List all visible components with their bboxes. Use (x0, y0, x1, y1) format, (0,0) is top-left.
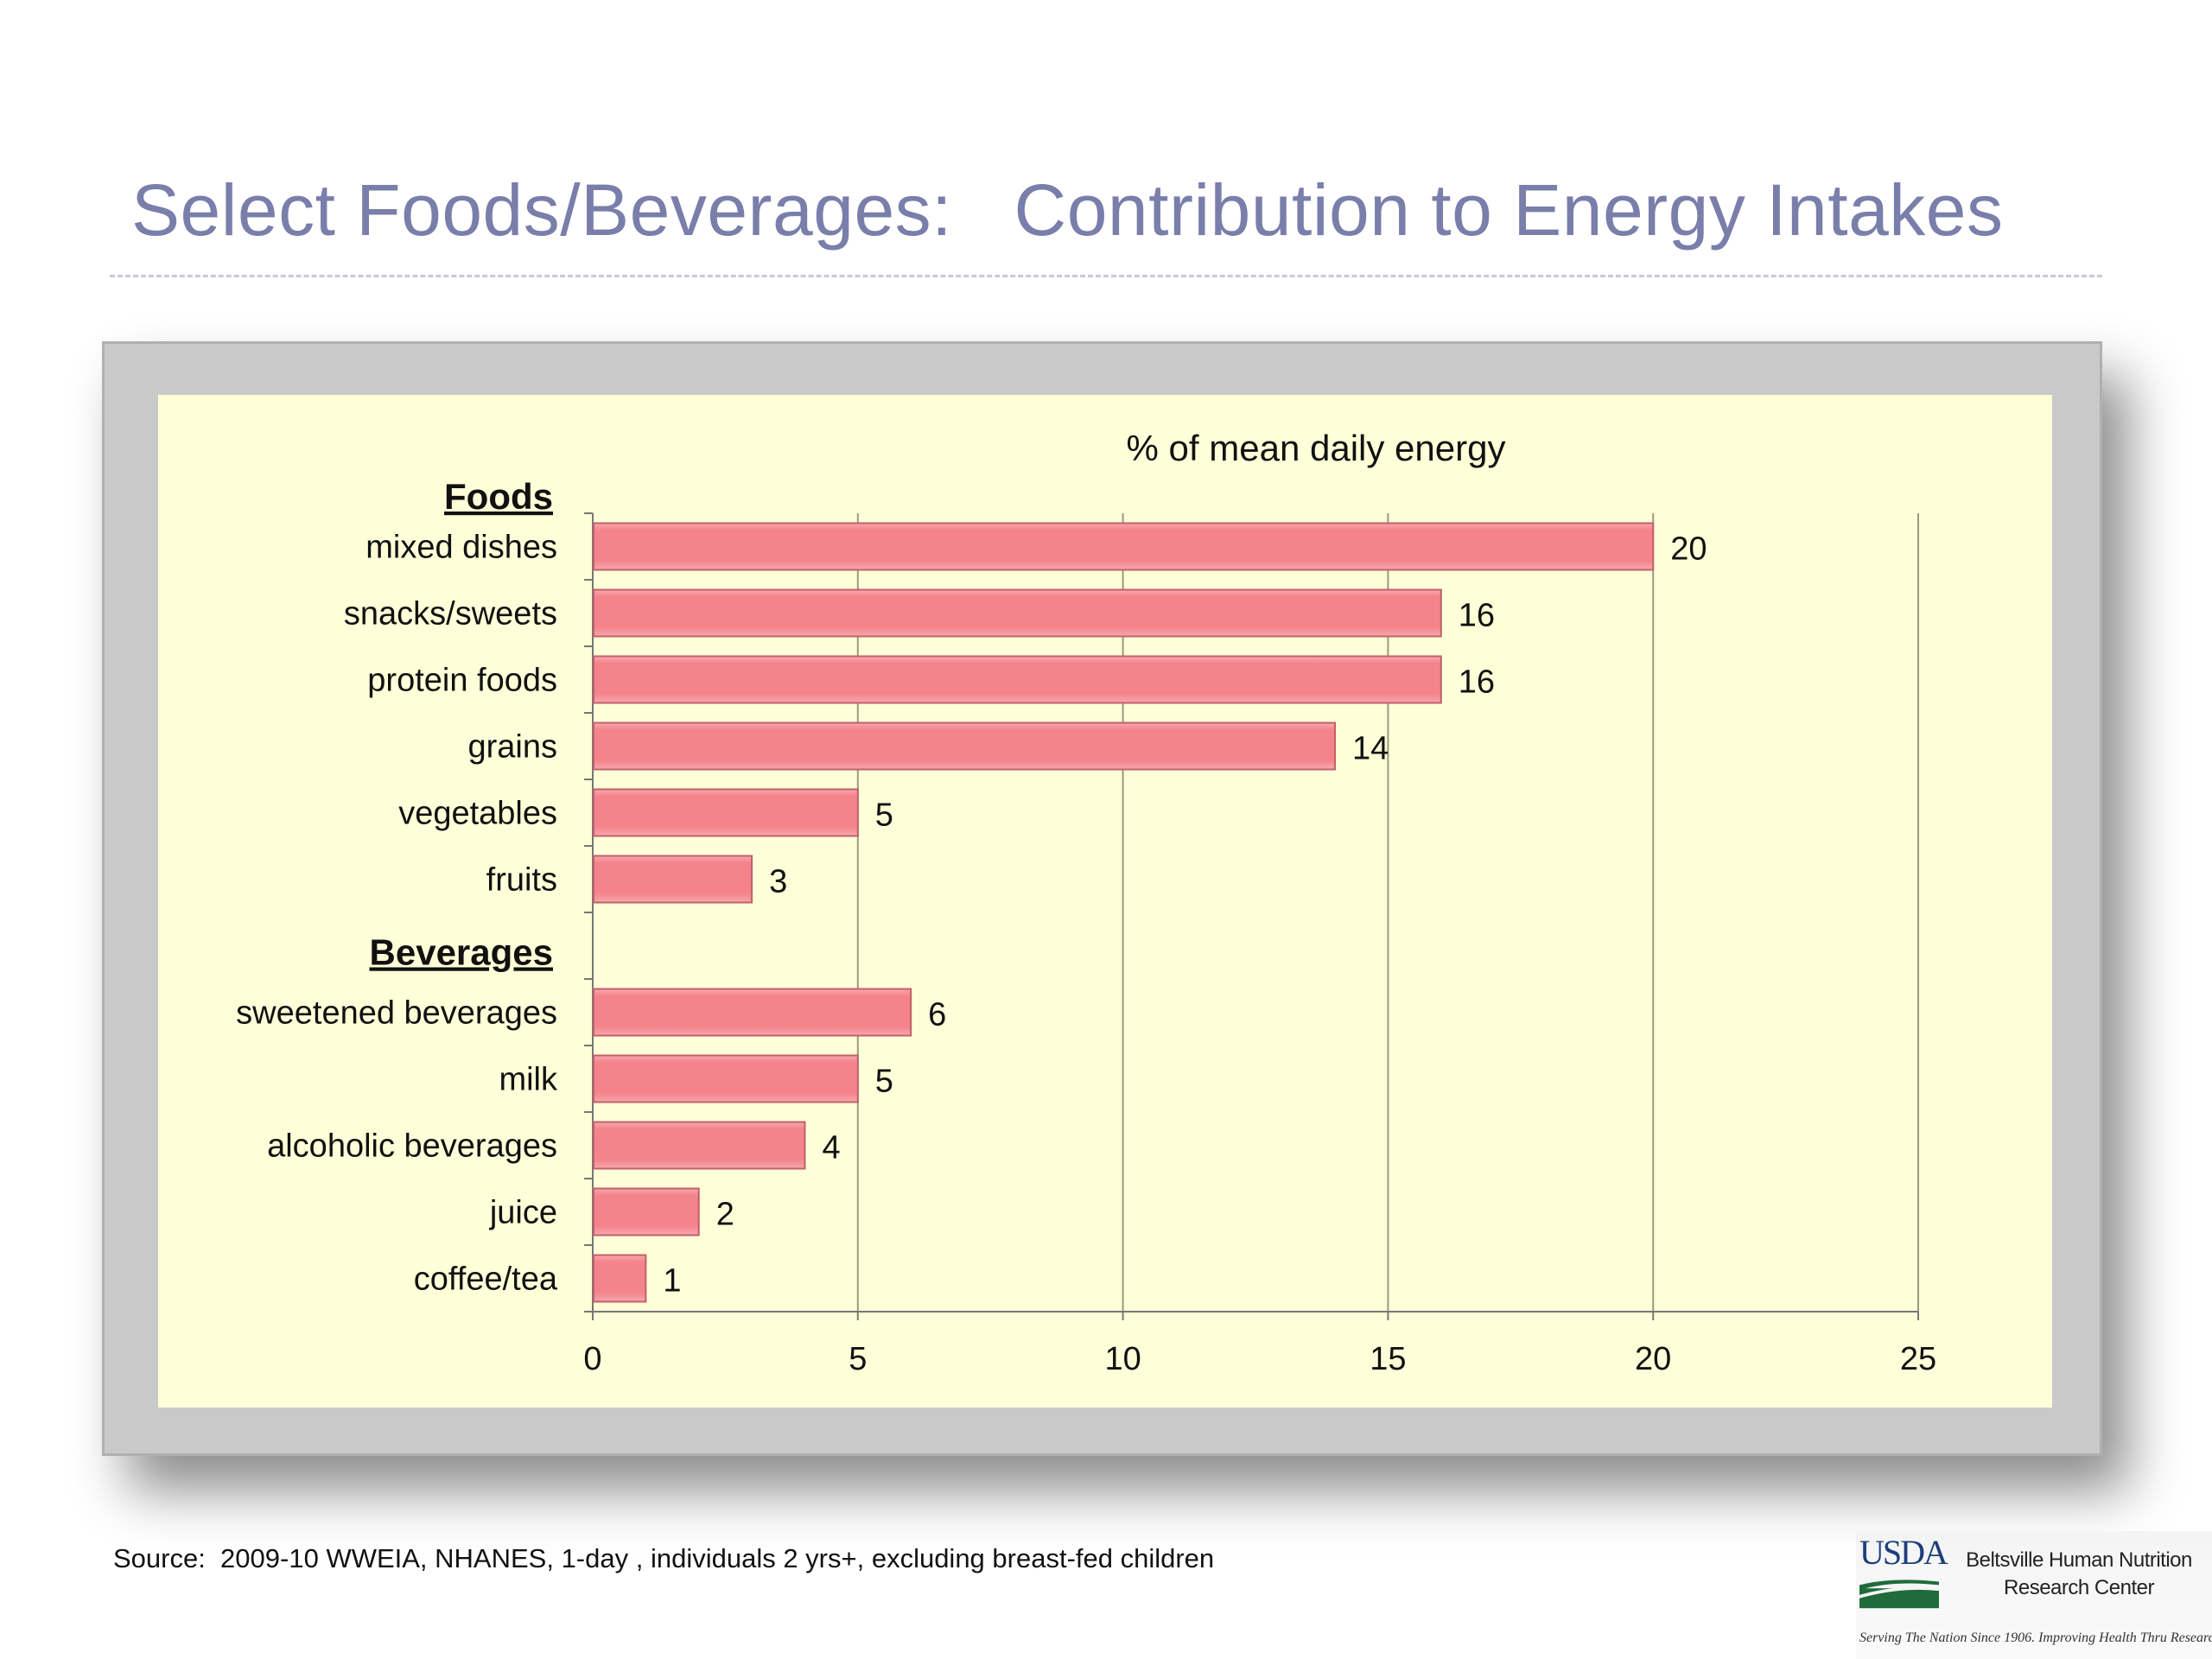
x-tick-label: 25 (1900, 1341, 1936, 1377)
data-label: 4 (822, 1130, 840, 1166)
logo-name-line1: Beltsville Human Nutrition (1966, 1548, 2192, 1572)
source-note: Source: 2009-10 WWEIA, NHANES, 1-day , i… (113, 1543, 1215, 1573)
bar (593, 721, 1337, 771)
category-label: grains (468, 729, 558, 766)
bar (593, 588, 1442, 638)
bar (593, 855, 753, 904)
logo-acronym: USDA (1859, 1533, 1948, 1572)
bar (593, 1187, 700, 1236)
x-tick-label: 5 (849, 1341, 867, 1377)
category-label: alcoholic beverages (267, 1128, 557, 1165)
usda-field-icon (1859, 1580, 1939, 1609)
x-tick-label: 0 (583, 1341, 601, 1377)
x-tick-label: 10 (1104, 1341, 1141, 1377)
slide-title: Select Foods/Beverages: Contribution to … (131, 169, 2004, 251)
bar (593, 1254, 647, 1303)
category-label: coffee/tea (414, 1262, 558, 1298)
data-label: 5 (875, 1064, 893, 1100)
usda-logo: USDA Beltsville Human Nutrition Research… (1856, 1531, 2212, 1659)
category-label: protein foods (367, 663, 557, 699)
logo-name-line2: Research Center (2004, 1576, 2154, 1599)
chart-frame (102, 341, 2102, 1456)
bar (593, 788, 859, 837)
group-label-foods: Foods (444, 476, 553, 517)
logo-tagline: Serving The Nation Since 1906. Improving… (1859, 1630, 2212, 1645)
bar (593, 1121, 806, 1170)
data-label: 6 (928, 997, 946, 1033)
group-label-beverages: Beverages (370, 932, 553, 973)
data-label: 14 (1352, 731, 1389, 767)
bar (593, 1054, 859, 1103)
logo-name: Beltsville Human Nutrition Research Cent… (1948, 1547, 2210, 1602)
data-label: 20 (1670, 531, 1707, 568)
data-label: 16 (1459, 598, 1495, 634)
bar (593, 988, 912, 1037)
x-tick-label: 15 (1370, 1341, 1406, 1377)
category-label: vegetables (398, 796, 557, 832)
category-label: milk (499, 1062, 558, 1098)
category-label: juice (489, 1195, 557, 1231)
title-divider (110, 275, 2102, 277)
data-label: 5 (875, 798, 893, 834)
bar (593, 655, 1442, 704)
data-label: 16 (1459, 664, 1495, 701)
x-tick-label: 20 (1635, 1341, 1671, 1377)
data-label: 2 (716, 1197, 734, 1233)
category-label: fruits (486, 862, 557, 899)
category-label: mixed dishes (365, 530, 557, 566)
category-label: snacks/sweets (344, 596, 557, 632)
data-label: 3 (769, 864, 787, 900)
data-label: 1 (663, 1263, 681, 1300)
category-label: sweetened beverages (236, 995, 557, 1032)
chart-title: % of mean daily energy (1127, 428, 1506, 468)
bar (593, 522, 1655, 571)
